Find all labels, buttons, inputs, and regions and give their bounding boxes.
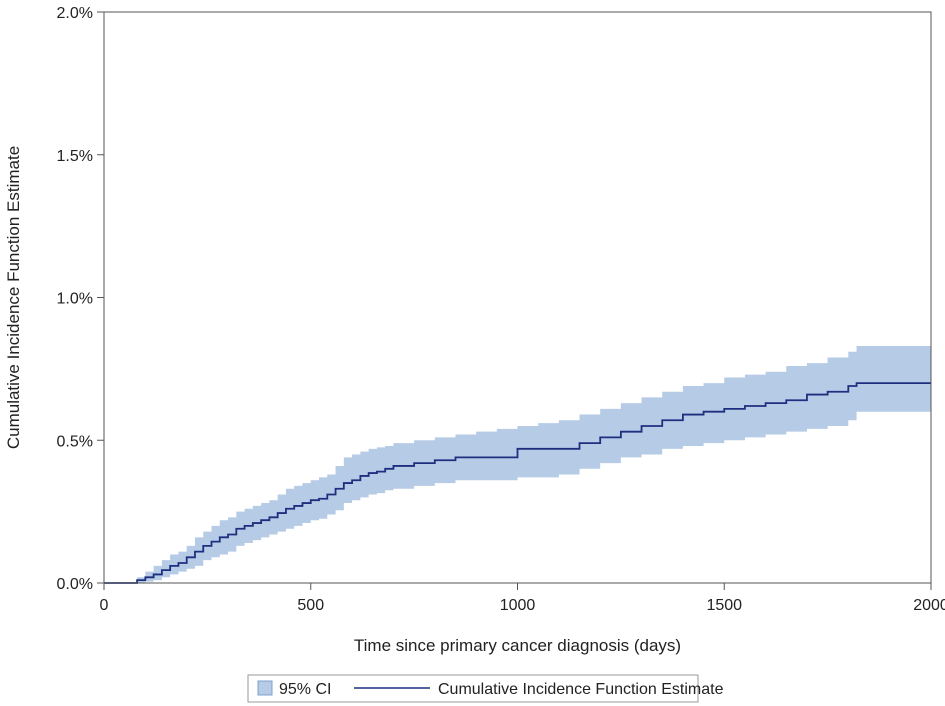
y-axis: 0.0% 0.5% 1.0% 1.5% 2.0% <box>57 5 104 593</box>
legend-line-label: Cumulative Incidence Function Estimate <box>438 681 724 698</box>
x-tick-label: 1500 <box>706 597 742 614</box>
legend-frame <box>247 674 699 703</box>
x-tick-label: 1000 <box>500 597 536 614</box>
estimate-line-layer <box>104 382 931 584</box>
x-tick-label: 2000 <box>913 597 945 614</box>
y-axis-title: Cumulative Incidence Function Estimate <box>4 146 23 449</box>
legend-ci-swatch <box>257 680 273 696</box>
x-tick-label: 0 <box>100 597 109 614</box>
x-axis-title: Time since primary cancer diagnosis (day… <box>354 636 681 655</box>
confidence-band-layer <box>104 346 931 583</box>
y-tick-label: 1.0% <box>57 291 93 308</box>
x-axis: 0 500 1000 1500 2000 <box>100 583 945 614</box>
y-tick-label: 2.0% <box>57 5 93 22</box>
y-tick-label: 1.5% <box>57 148 93 165</box>
legend: 95% CI Cumulative Incidence Function Est… <box>247 674 724 703</box>
legend-ci-label: 95% CI <box>279 681 331 698</box>
y-tick-label: 0.5% <box>57 433 93 450</box>
x-tick-label: 500 <box>297 597 324 614</box>
confidence-band <box>104 346 931 583</box>
y-tick-label: 0.0% <box>57 576 93 593</box>
cif-estimate-line <box>104 382 931 584</box>
plot-frame <box>103 11 932 584</box>
